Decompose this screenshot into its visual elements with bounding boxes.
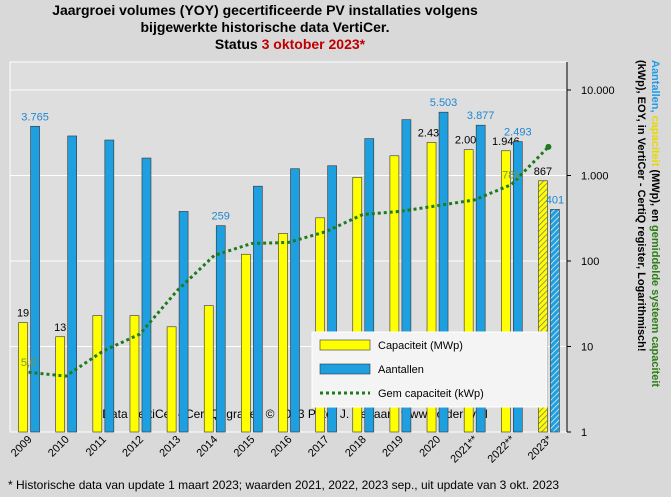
bar <box>55 336 66 433</box>
status-date: 3 oktober 2023* <box>262 36 366 52</box>
y-tick-label: 1.000 <box>581 171 609 183</box>
footnote: * Historische data van update 1 maart 20… <box>8 478 559 492</box>
bar <box>104 139 115 433</box>
bar <box>166 326 177 433</box>
bar <box>401 119 412 433</box>
title: Jaargroei volumes (YOY) gecertificeerde … <box>52 2 478 18</box>
value-label: 2.493 <box>504 127 532 139</box>
bar <box>178 211 189 433</box>
value-label: 19 <box>17 308 29 320</box>
y-label-line: Aantallen, capaciteit (MWp), en gemiddel… <box>649 60 661 387</box>
legend-swatch <box>319 339 371 351</box>
bar <box>463 149 474 433</box>
bar <box>512 141 523 433</box>
y-axis-label: Aantallen, capaciteit (MWp), en gemiddel… <box>635 60 661 387</box>
title: bijgewerkte historische data VertiCer. <box>141 19 390 35</box>
bar <box>141 157 152 433</box>
status-label: Status <box>215 36 262 52</box>
value-label: 401 <box>546 194 564 206</box>
value-label: 781 <box>502 170 520 182</box>
bar <box>364 138 375 433</box>
bar <box>241 253 251 433</box>
bar <box>30 125 40 433</box>
value-label: 3.877 <box>467 110 495 122</box>
bar <box>475 124 486 433</box>
value-label: 3.765 <box>21 111 49 123</box>
bar <box>278 233 288 433</box>
bar <box>352 177 363 433</box>
y-tick-label: 10 <box>581 342 593 354</box>
value-label: 5,0 <box>21 357 36 369</box>
y-label-part: (MWp), en <box>649 166 661 225</box>
y-tick-label: 100 <box>581 256 599 268</box>
line <box>28 145 550 378</box>
bar <box>538 180 548 433</box>
line-marker <box>545 143 552 150</box>
legend-label: Capaciteit (MWp) <box>378 340 463 352</box>
value-label: 13 <box>54 322 66 334</box>
bar <box>67 135 77 433</box>
bar <box>215 225 226 433</box>
bar <box>129 315 140 433</box>
bar <box>500 150 511 433</box>
y-tick-label: 10.000 <box>581 85 615 97</box>
value-label: 867 <box>534 166 552 178</box>
y-tick-label: 1 <box>581 427 587 439</box>
bar <box>426 142 437 433</box>
legend-label: Gem capaciteit (kWp) <box>378 388 484 400</box>
y-label-line: (kWp), EOY, in VertiCer - CertiQ registe… <box>635 60 647 352</box>
value-label: 2.437 <box>418 127 446 139</box>
bar <box>203 305 214 433</box>
bar <box>550 209 560 433</box>
bar <box>253 185 263 433</box>
legend-swatch <box>319 363 371 375</box>
y-label-part: Aantallen, <box>649 60 661 113</box>
bar <box>92 315 103 433</box>
title: Status 3 oktober 2023* <box>215 36 366 52</box>
bar <box>18 322 28 433</box>
value-label: 2.004 <box>455 135 483 147</box>
bar <box>438 111 449 433</box>
bar <box>315 217 325 433</box>
value-label: 1.946 <box>492 136 520 148</box>
y-label-part: capaciteit <box>649 113 661 167</box>
bar <box>290 168 300 433</box>
bar <box>389 155 400 433</box>
bar <box>327 165 337 433</box>
value-label: 259 <box>212 211 230 223</box>
legend-label: Aantallen <box>378 364 424 376</box>
y-label-part: gemiddelde systeem capaciteit <box>649 225 661 387</box>
value-label: 5.503 <box>430 97 458 109</box>
